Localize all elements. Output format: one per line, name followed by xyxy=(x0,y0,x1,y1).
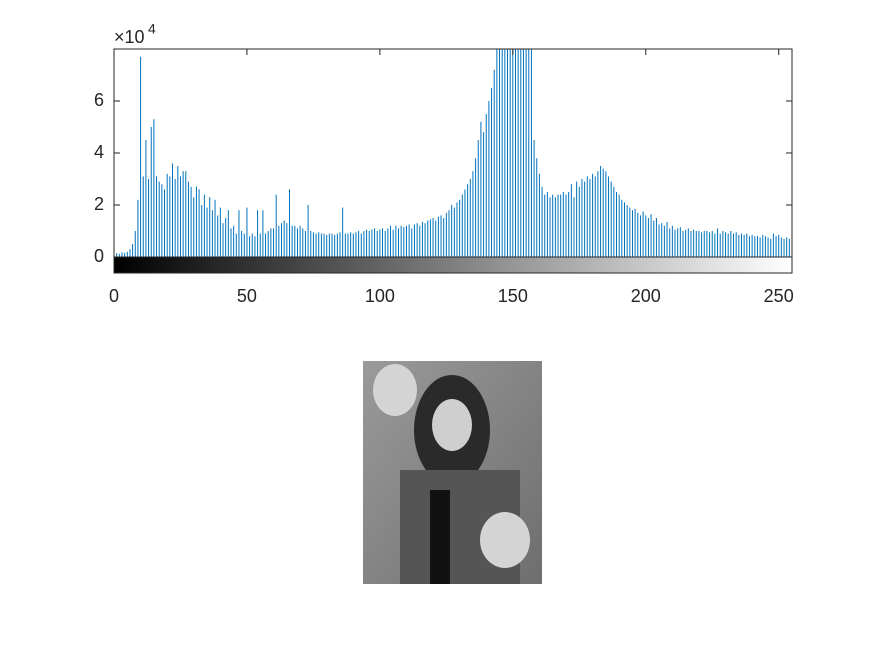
colorbar xyxy=(113,256,793,274)
photo-face xyxy=(432,399,472,451)
x-tick-label: 200 xyxy=(631,286,661,306)
y-tick-label: 4 xyxy=(94,142,104,162)
image xyxy=(363,361,542,584)
x-tick-label: 250 xyxy=(764,286,794,306)
x-tick-label: 150 xyxy=(498,286,528,306)
x-tick-label: 100 xyxy=(365,286,395,306)
x-tick-label: 0 xyxy=(109,286,119,306)
stems xyxy=(114,49,792,257)
plot-area xyxy=(114,49,792,257)
multiplier-base: ×10 xyxy=(114,27,145,47)
photo-stripe xyxy=(430,490,450,584)
y-tick-label: 0 xyxy=(94,246,104,266)
y-tick-label: 2 xyxy=(94,194,104,214)
multiplier-power: 4 xyxy=(148,21,156,37)
y-tick-label: 6 xyxy=(94,90,104,110)
x-tick-label: 50 xyxy=(237,286,257,306)
photo-hand xyxy=(373,364,417,416)
photo-hand xyxy=(480,512,530,568)
